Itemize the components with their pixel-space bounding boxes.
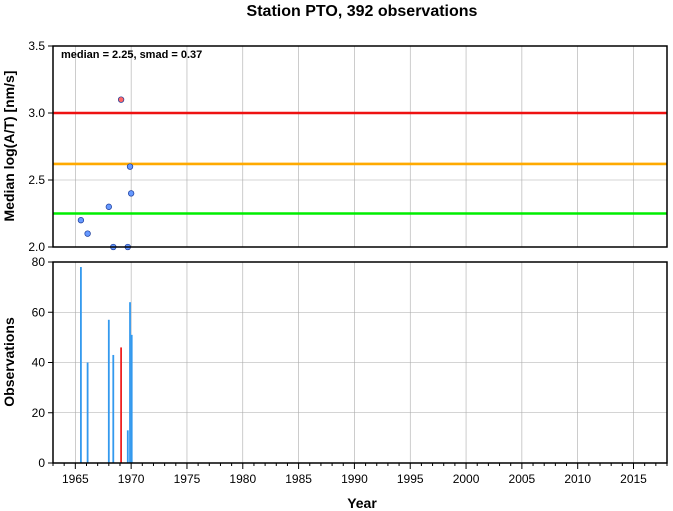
bottom-y-tick-label: 80	[32, 255, 46, 269]
top-y-tick-label: 3.0	[28, 106, 45, 120]
x-tick-label: 1965	[62, 472, 89, 486]
x-tick-label: 1980	[229, 472, 256, 486]
reference-lines	[53, 111, 667, 215]
x-tick-label: 1975	[174, 472, 201, 486]
top-y-tick-label: 3.5	[28, 39, 45, 53]
bottom-y-ticks: 0 20 40 60 80	[32, 255, 53, 470]
bottom-y-tick-label: 60	[32, 305, 46, 319]
observation-bar	[126, 430, 129, 463]
median-point	[126, 163, 134, 170]
median-point	[117, 96, 125, 103]
observation-bar	[112, 354, 115, 463]
x-tick-label: 2010	[564, 472, 591, 486]
x-tick-label: 1985	[285, 472, 312, 486]
median-point	[84, 230, 91, 237]
top-y-tick-label: 2.0	[28, 240, 45, 254]
observation-bar	[86, 362, 89, 463]
top-y-axis-label: Median log(A/T) [nm/s]	[1, 71, 17, 222]
observation-bar	[130, 334, 133, 463]
x-tick-label: 2005	[509, 472, 536, 486]
x-tick-label: 2000	[453, 472, 480, 486]
median-point	[127, 190, 135, 197]
chart-title: Station PTO, 392 observations	[247, 3, 478, 20]
bottom-y-axis-label: Observations	[1, 317, 17, 407]
x-tick-label: 1995	[397, 472, 424, 486]
observation-bar	[107, 319, 110, 463]
x-tick-label: 1970	[118, 472, 145, 486]
observation-bar	[80, 267, 82, 463]
observation-bar	[120, 347, 122, 463]
top-y-ticks: 2.0 2.5 3.0 3.5	[28, 39, 53, 254]
x-axis-label: Year	[347, 495, 377, 511]
top-y-tick-label: 2.5	[28, 173, 45, 187]
x-tick-label: 1990	[341, 472, 368, 486]
median-point	[105, 203, 112, 210]
x-ticks: 1965 1970 1975 1980 1985 1990 1995 2000 2005 2010…	[52, 463, 668, 486]
stats-annotation: median = 2.25, smad = 0.37	[61, 49, 202, 61]
bottom-y-tick-label: 20	[32, 406, 46, 420]
median-point	[77, 217, 85, 224]
bottom-y-tick-label: 0	[38, 456, 45, 470]
observation-bar	[129, 302, 131, 463]
observation-bars	[80, 267, 133, 463]
bottom-y-tick-label: 40	[32, 356, 46, 370]
top-panel-frame	[52, 45, 668, 248]
x-tick-label: 2015	[620, 472, 647, 486]
